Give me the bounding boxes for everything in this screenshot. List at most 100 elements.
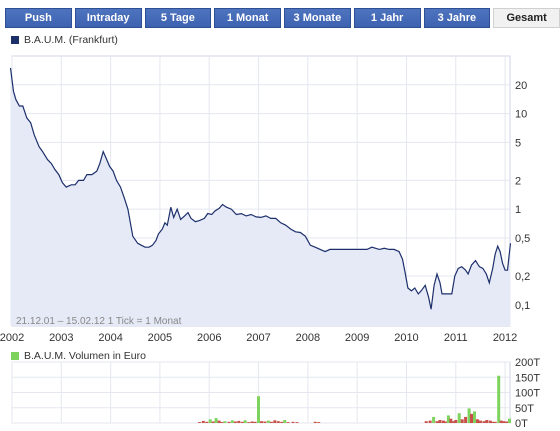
volume-bar [460,419,464,423]
price-y-tick-label: 2 [515,175,521,187]
tab-push[interactable]: Push [5,8,72,28]
volume-bar [470,413,473,423]
volume-y-tick-label: 100T [515,388,540,400]
volume-bar [497,375,501,423]
price-area [10,67,511,327]
price-y-tick-label: 5 [515,137,521,149]
volume-bar [283,420,287,423]
volume-bar [266,420,270,423]
volume-bar [441,420,445,423]
volume-bar [505,421,508,423]
price-x-tick-label: 2009 [345,332,369,344]
price-y-tick-label: 0,1 [515,300,530,312]
volume-bar [499,420,503,423]
volume-bar [438,420,442,423]
volume-bar [276,421,280,423]
volume-bar [250,421,254,423]
volume-bar [263,421,267,423]
volume-y-tick-label: 50T [515,403,534,415]
volume-bar [217,420,221,423]
volume-bar [488,420,492,423]
price-y-tick-label: 20 [515,80,527,92]
tab-1-monat[interactable]: 1 Monat [214,8,281,28]
volume-bar [313,421,317,423]
volume-bar [428,420,432,423]
volume-bar [211,421,215,423]
price-series-line [9,67,512,310]
volume-bar [451,421,455,423]
volume-bar [435,421,439,423]
volume-bar [502,421,506,423]
volume-bar [446,415,450,423]
volume-bar [454,420,458,423]
volume-bar [432,416,436,423]
price-y-tick-label: 0,5 [515,233,530,245]
volume-bar [208,419,212,423]
volume-bar [269,421,273,423]
tab-3-jahre[interactable]: 3 Jahre [423,8,491,28]
volume-bar [464,416,468,423]
price-y-tick-label: 10 [515,109,527,121]
price-legend: B.A.U.M. (Frankfurt) [11,34,118,46]
volume-bar [257,396,260,423]
tab-3-monate[interactable]: 3 Monate [284,8,351,28]
volume-bar [444,421,448,423]
volume-bar [197,422,201,423]
price-legend-swatch [11,36,19,44]
tab-5-tage[interactable]: 5 Tage [144,8,212,28]
volume-legend-label: B.A.U.M. Volumen in Euro [24,350,146,362]
volume-bar [273,420,277,423]
price-x-tick-label: 2004 [98,332,122,344]
volume-bar [485,420,489,423]
period-tabs: Push Intraday 5 Tage 1 Monat 3 Monate 1 Jahr 3… [0,0,560,31]
tab-gesamt[interactable]: Gesamt [493,8,560,28]
price-x-tick-label: 2008 [296,332,320,344]
volume-bar [227,421,231,423]
volume-bar [424,421,428,423]
volume-bar [214,418,218,423]
price-x-tick-label: 2006 [197,332,221,344]
tab-1-jahr[interactable]: 1 Jahr [353,8,421,28]
price-x-tick-label: 2002 [0,332,24,344]
volume-legend-swatch [11,352,19,360]
volume-bar [476,419,479,423]
volume-y-tick-label: 200T [515,357,540,369]
tab-intraday[interactable]: Intraday [74,8,142,28]
price-x-tick-label: 2003 [49,332,73,344]
volume-bar [205,421,209,423]
volume-bar [478,420,482,423]
price-x-tick-label: 2005 [148,332,172,344]
volume-bar [491,421,495,423]
volume-bar [223,421,227,423]
volume-bar [240,421,244,423]
price-y-tick-label: 1 [515,204,521,216]
price-x-tick-label: 2007 [246,332,270,344]
price-x-tick-label: 2012 [493,332,517,344]
volume-bar [260,421,263,423]
volume-bar [220,422,224,423]
price-x-tick-label: 2011 [444,332,468,344]
volume-bar [508,418,511,423]
volume-bar [253,421,257,423]
volume-bar [243,420,247,423]
volume-chart: 200T 150T 100T 50T 0T [11,357,540,430]
volume-bar [482,421,486,423]
volume-bar [493,421,497,423]
volume-bar [291,421,295,423]
volume-bar [280,421,284,423]
price-legend-label: B.A.U.M. (Frankfurt) [24,34,118,46]
price-y-tick-label: 0,2 [515,271,530,283]
volume-bar [201,420,205,423]
volume-bar [473,411,476,423]
volume-bar [233,421,237,423]
volume-bar [247,422,251,423]
volume-bar [230,420,234,423]
volume-bar [317,422,321,423]
price-x-tick-label: 2010 [394,332,418,344]
volume-bar [237,420,241,423]
volume-y-tick-label: 0T [515,418,528,430]
volume-y-tick-label: 150T [515,372,540,384]
price-subtitle: 21.12.01 – 15.02.12 1 Tick = 1 Monat [16,316,182,327]
volume-bar [286,422,290,423]
